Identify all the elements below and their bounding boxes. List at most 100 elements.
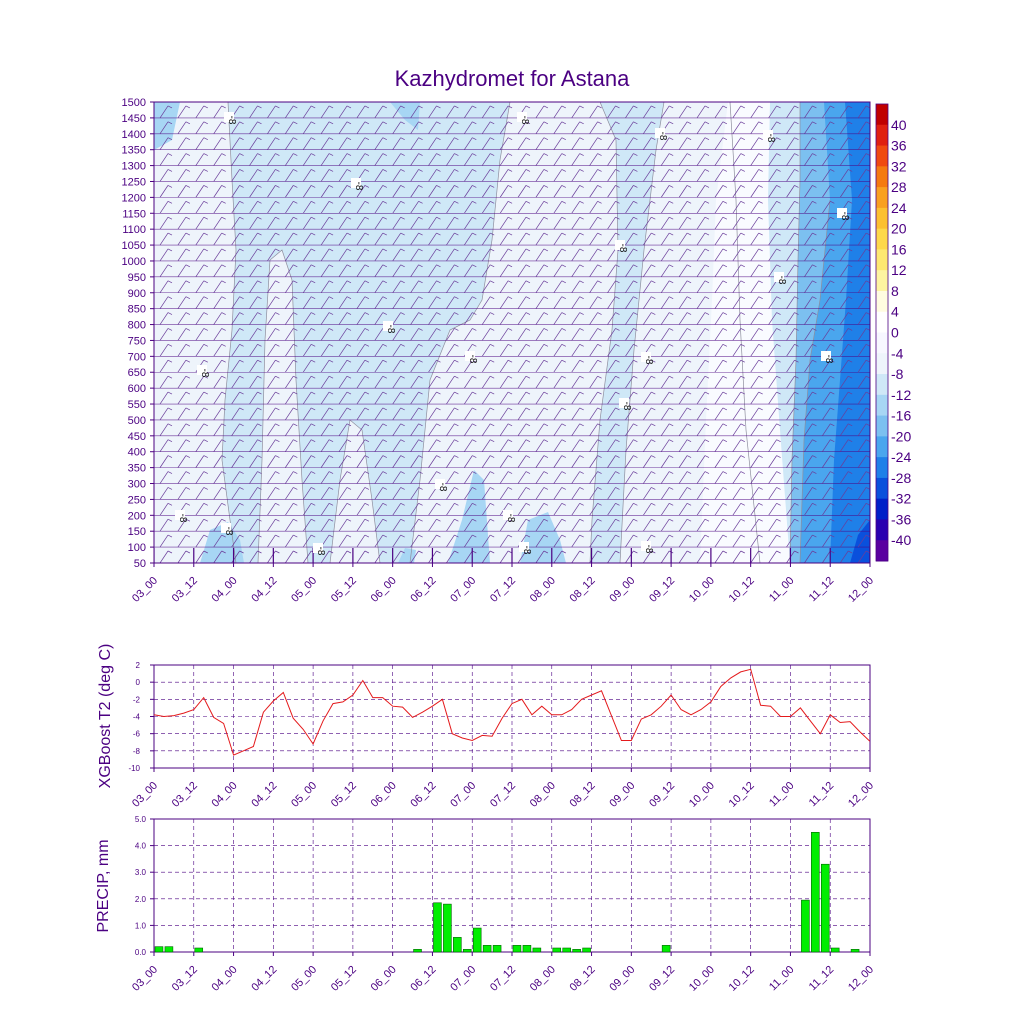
wind-barb bbox=[696, 280, 706, 293]
wind-barb bbox=[446, 312, 455, 325]
wind-barb bbox=[428, 105, 437, 119]
wind-barb-flag bbox=[311, 280, 316, 284]
wind-barb bbox=[392, 232, 401, 246]
wind-barb bbox=[213, 423, 222, 437]
wind-barb bbox=[195, 248, 205, 262]
wind-barb bbox=[392, 121, 401, 134]
wind-barb bbox=[625, 185, 634, 198]
wind-barb bbox=[249, 312, 258, 325]
wind-barb bbox=[839, 534, 849, 548]
wind-barb-flag bbox=[704, 169, 710, 172]
wind-barb-flag bbox=[472, 264, 477, 268]
wind-barb-flag bbox=[794, 216, 799, 220]
wind-barb-flag bbox=[686, 280, 692, 284]
wind-barb-flag bbox=[364, 280, 370, 284]
wind-barb-flag bbox=[543, 216, 549, 220]
wind-barb bbox=[732, 105, 742, 119]
wind-barb-flag bbox=[418, 502, 423, 506]
wind-barb bbox=[822, 137, 831, 150]
wind-barb bbox=[410, 185, 419, 198]
y-tick-label: 1100 bbox=[122, 224, 146, 236]
wind-barb-flag bbox=[221, 518, 226, 522]
wind-barb bbox=[195, 264, 205, 278]
wind-barb bbox=[786, 232, 795, 246]
wind-barb-flag bbox=[221, 248, 226, 252]
wind-barb-flag bbox=[740, 375, 745, 379]
wind-barb-flag bbox=[221, 534, 226, 538]
wind-barb bbox=[302, 487, 312, 500]
wind-barb bbox=[607, 519, 616, 532]
wind-barb bbox=[213, 137, 222, 150]
wind-barb-flag bbox=[830, 439, 835, 443]
wind-barb-flag bbox=[722, 105, 728, 109]
wind-barb bbox=[696, 550, 706, 563]
wind-barb bbox=[213, 391, 222, 405]
wind-barb-flag bbox=[776, 423, 781, 427]
contour-fill-mid bbox=[390, 102, 420, 130]
wind-barb-flag bbox=[812, 439, 817, 443]
wind-barb bbox=[285, 312, 294, 325]
wind-barb bbox=[428, 201, 437, 214]
wind-barb-flag bbox=[561, 375, 566, 379]
wind-barb-flag bbox=[651, 153, 656, 156]
wind-barb bbox=[446, 391, 455, 405]
wind-barb-flag bbox=[221, 502, 226, 506]
wind-barb bbox=[822, 102, 823, 103]
wind-barb bbox=[696, 216, 706, 230]
wind-barb bbox=[732, 407, 742, 421]
wind-barb bbox=[660, 534, 670, 548]
wind-barb bbox=[697, 102, 698, 103]
wind-barb bbox=[410, 153, 419, 166]
wind-barb bbox=[643, 201, 652, 214]
contour-label: -8 bbox=[467, 355, 478, 364]
wind-barb bbox=[446, 503, 455, 516]
wind-barb bbox=[481, 391, 491, 405]
wind-barb-flag bbox=[364, 296, 370, 299]
wind-barb bbox=[768, 169, 777, 182]
wind-barb-flag bbox=[454, 280, 459, 284]
wind-barb-flag bbox=[740, 121, 745, 125]
wind-barb-flag bbox=[704, 216, 710, 220]
wind-barb-flag bbox=[615, 518, 620, 522]
x-tick-label: 04_12 bbox=[249, 964, 279, 994]
wind-barb-flag bbox=[579, 185, 584, 188]
wind-barb bbox=[464, 550, 473, 563]
wind-barb bbox=[177, 232, 187, 246]
wind-barb bbox=[750, 312, 759, 325]
y-tick-label: 800 bbox=[128, 320, 146, 332]
wind-barb bbox=[553, 471, 563, 484]
wind-barb bbox=[302, 360, 312, 373]
x-tick-label: 08_12 bbox=[568, 780, 598, 810]
wind-barb-flag bbox=[686, 248, 692, 252]
wind-barb-flag bbox=[597, 455, 602, 458]
colorbar-swatch bbox=[876, 228, 888, 250]
wind-barb-flag bbox=[669, 344, 674, 347]
wind-barb bbox=[750, 248, 759, 262]
wind-barb-flag bbox=[561, 455, 566, 458]
wind-barb-levels bbox=[154, 102, 870, 563]
wind-barb-flag bbox=[221, 487, 226, 490]
wind-barb-flag bbox=[669, 153, 674, 156]
precip-y-axis-label: PRECIP, mm bbox=[95, 839, 112, 932]
wind-barb-flag bbox=[311, 296, 316, 299]
wind-barb-flag bbox=[830, 391, 835, 395]
wind-barb bbox=[320, 391, 330, 405]
wind-barb-flag bbox=[472, 439, 477, 443]
wind-barb-flag bbox=[686, 487, 692, 490]
wind-barb-flag bbox=[525, 534, 531, 538]
wind-barb-flag bbox=[525, 121, 531, 125]
wind-barb-flag bbox=[543, 375, 549, 379]
wind-barb bbox=[195, 169, 205, 182]
wind-barb bbox=[804, 471, 813, 484]
contour-label-bg bbox=[351, 178, 361, 188]
wind-barb bbox=[392, 216, 401, 230]
wind-barb bbox=[535, 216, 545, 230]
wind-barb bbox=[464, 264, 473, 278]
wind-barb-flag bbox=[311, 153, 316, 156]
wind-barb-flag bbox=[561, 312, 566, 315]
wind-barb-flag bbox=[633, 455, 638, 458]
wind-barb-flag bbox=[293, 439, 298, 443]
wind-barb bbox=[822, 455, 831, 468]
wind-barb-flag bbox=[436, 200, 441, 204]
precip-bar bbox=[801, 899, 810, 953]
